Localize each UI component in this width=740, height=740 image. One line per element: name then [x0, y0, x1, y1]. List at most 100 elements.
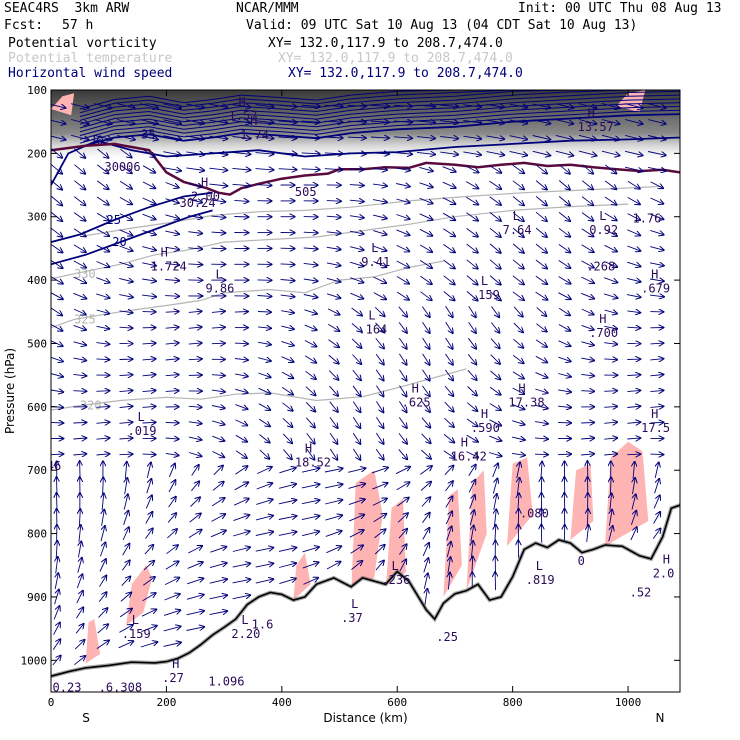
wind-vector-651 — [509, 135, 528, 140]
wind-vector-665 — [512, 355, 523, 363]
wind-vector-539 — [422, 337, 430, 349]
wind-vector-233 — [188, 437, 202, 440]
wind-vector-185 — [165, 231, 179, 234]
wind-vector-709 — [555, 150, 573, 155]
wind-vector-106 — [96, 640, 109, 649]
wind-vector-276 — [209, 579, 227, 584]
wind-vector-433 — [326, 562, 341, 570]
wind-vector-688 — [535, 259, 547, 269]
wind-vector-441 — [349, 216, 364, 218]
wind-vector-796 — [627, 197, 640, 204]
wind-vector-434 — [347, 105, 366, 106]
wind-vector-308 — [232, 563, 251, 568]
wind-label-20: 20 — [112, 235, 126, 249]
wind-vector-585 — [448, 557, 451, 574]
extremum-value-29: 2.0 — [653, 567, 675, 581]
wind-vector-480 — [375, 353, 384, 364]
wind-vector-128 — [119, 438, 133, 439]
wind-vector-619 — [486, 120, 505, 123]
extremum-high-2: H — [201, 176, 208, 190]
wind-vector-82 — [96, 261, 110, 268]
wind-vector-52 — [73, 358, 87, 360]
wind-vector-485 — [375, 432, 383, 444]
wind-vector-142 — [140, 103, 157, 108]
field-theta-name: Potential temperature — [8, 51, 173, 66]
wind-vector-692 — [536, 323, 546, 332]
pv-region-8 — [570, 463, 594, 540]
wind-vector-460 — [349, 515, 364, 522]
wind-vector-444 — [349, 261, 363, 266]
wind-vector-10 — [51, 260, 63, 268]
wind-vector-594 — [466, 212, 479, 221]
wind-vector-161 — [142, 406, 156, 407]
field-wind-xy: XY= 132.0,117.9 to 208.7,474.0 — [288, 66, 523, 81]
wind-vector-756 — [581, 454, 594, 455]
wind-vector-181 — [163, 168, 181, 171]
wind-vector-261 — [211, 343, 225, 344]
wind-vector-37 — [70, 119, 89, 124]
extremum-low-34: L — [351, 597, 358, 611]
wind-vector-422 — [329, 385, 339, 396]
wind-vector-301 — [235, 450, 247, 458]
wind-vector-42 — [74, 196, 85, 206]
wind-vector-761 — [587, 525, 589, 542]
wind-vector-232 — [188, 422, 202, 424]
extremum-value-33: 1.6 — [252, 617, 274, 631]
extremum-value-6: 505 — [295, 185, 317, 199]
wind-vector-270 — [212, 482, 224, 491]
wind-vector-137 — [121, 577, 131, 587]
wind-vector-86 — [96, 326, 110, 329]
wind-vector-210 — [163, 626, 181, 632]
wind-vector-516 — [398, 449, 407, 459]
wind-vector-474 — [373, 261, 387, 267]
wind-vector-272 — [211, 514, 226, 522]
wind-vector-346 — [278, 169, 297, 170]
wind-vector-781 — [604, 406, 617, 407]
wind-vector-655 — [512, 196, 524, 206]
wind-vector-467 — [370, 153, 389, 154]
wind-vector-561 — [442, 181, 456, 188]
wind-vector-129 — [119, 454, 133, 455]
wind-vector-407 — [324, 153, 343, 154]
y-tick-label-300: 300 — [27, 211, 47, 224]
wind-vector-530 — [419, 197, 433, 203]
wind-vector-598 — [466, 275, 478, 285]
extremum-value-13: .268 — [586, 259, 615, 273]
wind-vector-159 — [142, 375, 156, 376]
wind-vector-130 — [125, 462, 127, 479]
wind-vector-165 — [147, 463, 151, 479]
wind-vector-450 — [352, 354, 362, 365]
wind-vector-844 — [653, 512, 661, 524]
wind-vector-328 — [258, 372, 270, 377]
wind-vector-606 — [467, 402, 477, 411]
wind-vector-554 — [424, 573, 428, 589]
wind-vector-841 — [655, 463, 659, 478]
wind-vector-746 — [581, 292, 594, 298]
wind-vector-79 — [96, 212, 109, 220]
wind-vector-58 — [73, 454, 86, 455]
wind-vector-442 — [349, 231, 364, 234]
wind-vector-309 — [232, 579, 251, 584]
wind-vector-446 — [350, 292, 363, 299]
wind-vector-612 — [469, 495, 475, 509]
wind-vector-371 — [278, 563, 296, 568]
wind-vector-395 — [306, 448, 315, 460]
wind-vector-740 — [581, 196, 593, 206]
wind-vector-419 — [328, 339, 340, 348]
extremum-low-7: L — [513, 209, 520, 223]
wind-vector-671 — [511, 453, 525, 455]
wind-vector-469 — [372, 184, 387, 186]
wind-vector-416 — [326, 293, 340, 298]
wind-vector-402 — [302, 562, 319, 569]
wind-vector-241 — [187, 562, 203, 569]
wind-vector-782 — [604, 422, 617, 423]
wind-vector-477 — [374, 306, 384, 316]
wind-vector-438 — [349, 169, 364, 170]
wind-vector-811 — [627, 438, 640, 439]
wind-vector-151 — [142, 247, 156, 251]
wind-vector-683 — [535, 180, 547, 190]
extremum-high-24: H — [461, 435, 468, 449]
wind-vector-250 — [209, 168, 227, 170]
wind-vector-634 — [490, 354, 500, 364]
wind-vector-221 — [188, 248, 202, 249]
